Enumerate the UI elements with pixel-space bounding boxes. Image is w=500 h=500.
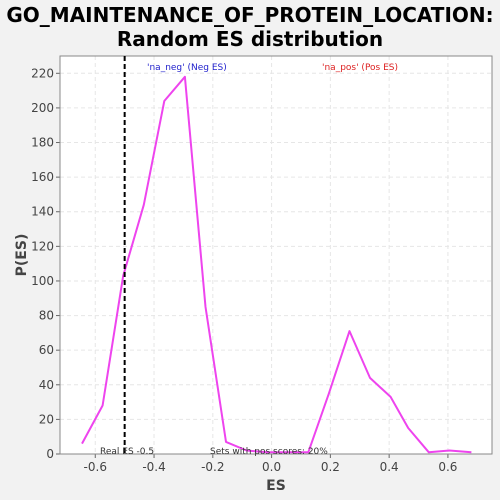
y-tick-label: 80 [39, 309, 54, 323]
y-tick-label: 60 [39, 343, 54, 357]
y-tick-label: 0 [46, 447, 54, 461]
y-tick-label: 160 [31, 170, 54, 184]
y-tick-label: 220 [31, 66, 54, 80]
x-tick-label: 0.0 [262, 460, 281, 474]
y-tick-label: 40 [39, 378, 54, 392]
chart-title-line1: GO_MAINTENANCE_OF_PROTEIN_LOCATION: [6, 3, 494, 27]
y-tick-label: 140 [31, 205, 54, 219]
axis-layer: 0 20 40 60 80 100 120 140 160 180 200 220 -0.6 -0.4 -0… [31, 55, 493, 474]
y-tick-label: 20 [39, 412, 54, 426]
x-axis-label: ES [266, 478, 286, 494]
legend-pos-es: 'na_pos' (Pos ES) [322, 63, 398, 73]
y-axis-label: P(ES) [14, 234, 30, 277]
y-tick-label: 180 [31, 136, 54, 150]
es-distribution-line [81, 75, 472, 454]
x-tick-label: 0.2 [321, 460, 340, 474]
y-tick-label: 100 [31, 274, 54, 288]
series-layer [81, 75, 472, 454]
real-es-annotation: Real ES -0.5 [100, 447, 154, 457]
y-tick-label: 200 [31, 101, 54, 115]
plot-background [60, 56, 492, 454]
plot-frame [59, 55, 493, 455]
legend-neg-es: 'na_neg' (Neg ES) [147, 63, 227, 73]
chart-title-line2: Random ES distribution [116, 27, 384, 51]
x-tick-label: 0.6 [438, 460, 457, 474]
x-tick-label: -0.2 [201, 460, 224, 474]
x-tick-label: 0.4 [380, 460, 399, 474]
x-tick-label: -0.4 [142, 460, 165, 474]
pos-scores-annotation: Sets with pos scores: 20% [210, 447, 328, 457]
x-tick-label: -0.6 [84, 460, 107, 474]
y-tick-label: 120 [31, 239, 54, 253]
